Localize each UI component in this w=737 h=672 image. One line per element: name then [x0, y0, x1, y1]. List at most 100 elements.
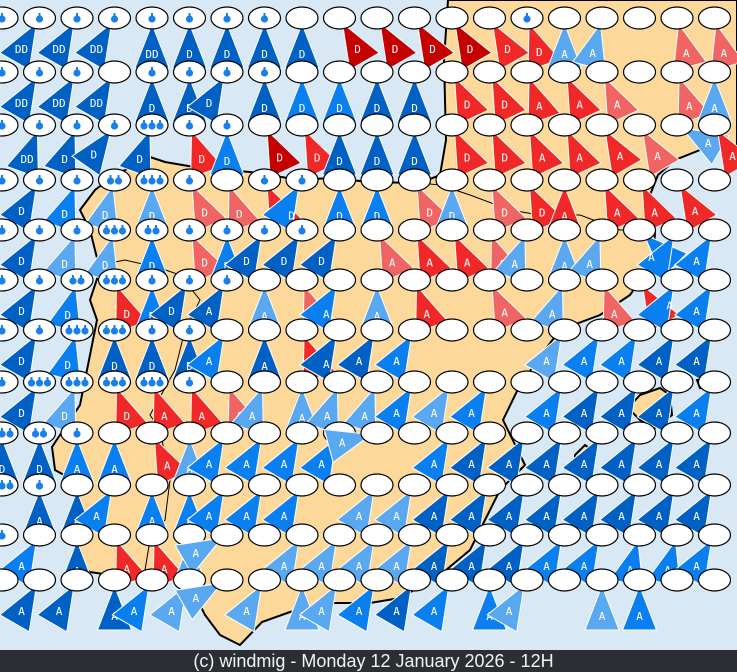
wind-arrow-label: D [243, 255, 250, 268]
wind-arrow-label: D [354, 43, 361, 56]
rain-drop-icon [185, 227, 194, 235]
cloud-ellipse [697, 168, 732, 192]
wind-arrow-label: A [651, 207, 658, 220]
wind-arrow-label: A [74, 463, 81, 476]
cloud-ellipse [435, 568, 469, 592]
rain-drop-icon [223, 277, 231, 285]
cloud-ellipse [472, 421, 507, 445]
wind-arrow-label: A [431, 458, 438, 471]
wind-marker: A [660, 168, 718, 233]
wind-marker: A [298, 268, 357, 333]
rain-drop-icon [110, 277, 119, 285]
rain-drop-icon-tip [84, 377, 86, 380]
wind-arrow-label: DD [52, 43, 65, 56]
cloud-ellipse [697, 60, 732, 84]
rain-drop-icon [31, 430, 40, 438]
cloud-ellipse [247, 523, 282, 547]
wind-marker: D [97, 370, 149, 436]
wind-arrow-label: D [288, 210, 295, 223]
wind-marker: A [0, 568, 19, 592]
wind-arrow-triangle [523, 333, 563, 383]
cloud-ellipse [60, 268, 94, 292]
wind-marker: D [284, 6, 320, 69]
rain-drop-icon [35, 482, 44, 490]
rain-drop-icon [73, 69, 81, 77]
cloud-ellipse [660, 318, 694, 342]
rain-drop-icon [73, 379, 81, 387]
wind-marker: A [448, 421, 507, 486]
wind-arrow-label: A [576, 152, 583, 165]
rain-drop-icon [6, 482, 14, 490]
wind-arrow-label: A [666, 300, 673, 313]
wind-marker [510, 268, 544, 292]
cloud-ellipse [135, 218, 169, 242]
wind-arrow-triangle [336, 583, 375, 633]
wind-arrow-label: A [243, 458, 250, 471]
wind-arrow-label: A [18, 560, 25, 573]
wind-arrow-triangle [373, 333, 413, 383]
wind-arrow-triangle [716, 128, 737, 178]
wind-arrow-label: A [168, 605, 175, 618]
rain-drop-icon [27, 379, 36, 387]
wind-marker: A [547, 113, 602, 179]
rain-drop-icon [118, 227, 127, 235]
cloud-ellipse [547, 218, 582, 242]
wind-arrow-label: A [543, 407, 550, 420]
rain-drop-icon [110, 122, 119, 130]
wind-arrow-label: A [206, 305, 213, 318]
wind-arrow-triangle [36, 75, 75, 125]
rain-drop-icon-tip [38, 225, 41, 228]
rain-drop-icon-tip [188, 175, 191, 178]
wind-marker: A [411, 473, 469, 538]
wind-arrow-triangle [528, 129, 565, 179]
wind-arrow-triangle [186, 333, 225, 383]
rain-drop-icon [81, 379, 89, 387]
wind-arrow-label: A [243, 510, 250, 523]
wind-arrow-triangle [71, 128, 112, 177]
wind-marker: D [435, 60, 490, 126]
cloud-ellipse [660, 60, 694, 84]
cloud-ellipse [697, 268, 732, 292]
rain-drop-icon [144, 227, 152, 235]
rain-drop-icon-tip [151, 325, 153, 328]
cloud-ellipse [510, 568, 544, 592]
wind-marker: DD [5, 113, 57, 179]
cloud-ellipse [247, 113, 282, 137]
wind-arrow-label: A [206, 355, 213, 368]
wind-arrow-label: DD [15, 43, 28, 56]
wind-arrow-label: A [149, 515, 156, 528]
rain-drop-icon-tip [151, 275, 153, 278]
cloud-ellipse [360, 473, 394, 497]
rain-drop-icon-tip [159, 175, 161, 178]
rain-drop-icon-tip [226, 225, 228, 228]
rain-drop-icon [118, 327, 127, 335]
wind-arrow-label: A [124, 563, 131, 576]
rain-drop-icon [73, 430, 81, 438]
cloud-ellipse [97, 168, 132, 192]
cloud-ellipse [622, 113, 657, 137]
wind-arrow-label: A [648, 251, 655, 264]
cloud-ellipse [285, 113, 319, 137]
wind-marker: A [186, 318, 244, 383]
cloud-ellipse [697, 370, 732, 394]
cloud-ellipse [322, 268, 357, 292]
wind-arrow-label: A [618, 407, 625, 420]
wind-arrow-label: A [617, 150, 624, 163]
wind-arrow-triangle [223, 583, 263, 633]
rain-drop-icon-tip [38, 275, 41, 278]
rain-drop-icon-tip [263, 13, 266, 16]
rain-drop-icon-tip [121, 325, 124, 328]
wind-arrow-label: D [124, 410, 131, 423]
wind-arrow-label: A [426, 257, 433, 270]
wind-marker: D [472, 6, 531, 71]
wind-arrow-label: D [374, 102, 381, 115]
cloud-ellipse [585, 218, 619, 242]
wind-arrow-label: A [561, 48, 568, 61]
wind-arrow-label: D [18, 305, 25, 318]
wind-marker: D [0, 268, 19, 292]
rain-drop-icon-tip [1, 67, 3, 70]
cloud-ellipse [210, 370, 244, 394]
cloud-ellipse [472, 60, 507, 84]
wind-arrow-label: D [186, 48, 193, 61]
wind-marker [435, 268, 469, 292]
